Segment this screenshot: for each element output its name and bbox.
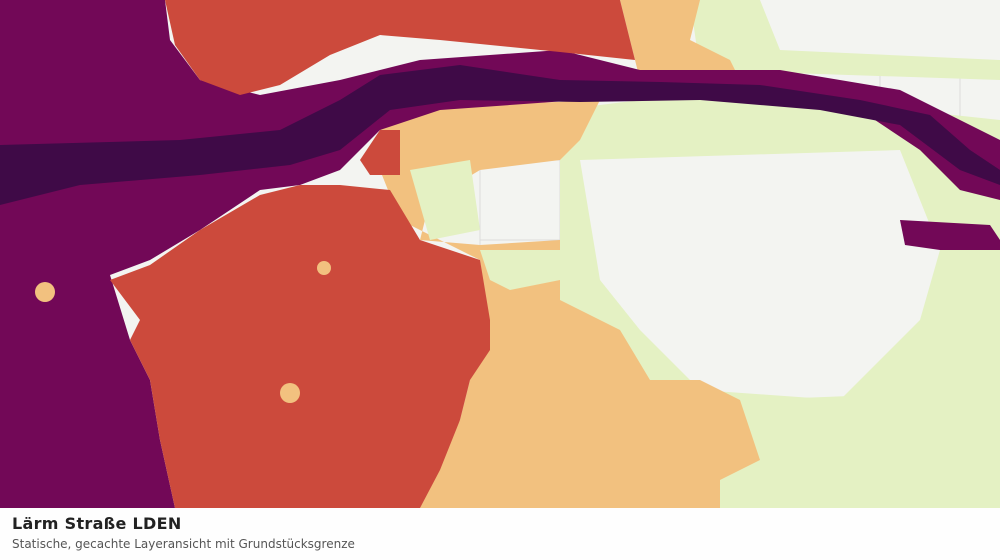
zone-light-green — [410, 160, 480, 240]
zone-orange — [280, 383, 300, 403]
map-title: Lärm Straße LDEN — [12, 514, 182, 533]
zone-red — [165, 0, 635, 95]
zone-dark-purple — [0, 65, 1000, 205]
zone-purple — [900, 220, 1000, 250]
zone-orange — [317, 261, 331, 275]
zone-orange — [35, 282, 55, 302]
zone-orange — [380, 100, 760, 508]
zone-quiet — [760, 0, 1000, 60]
zone-quiet — [580, 150, 940, 400]
zone-red — [110, 185, 490, 508]
zone-light-green — [720, 390, 1000, 508]
map-subtitle: Statische, gecachte Layeransicht mit Gru… — [12, 537, 355, 551]
caption-bar: Lärm Straße LDEN Statische, gecachte Lay… — [0, 508, 1000, 560]
zone-red — [360, 130, 400, 175]
zone-orange — [620, 0, 740, 80]
zone-purple — [0, 0, 1000, 508]
zone-light-green — [480, 250, 560, 290]
